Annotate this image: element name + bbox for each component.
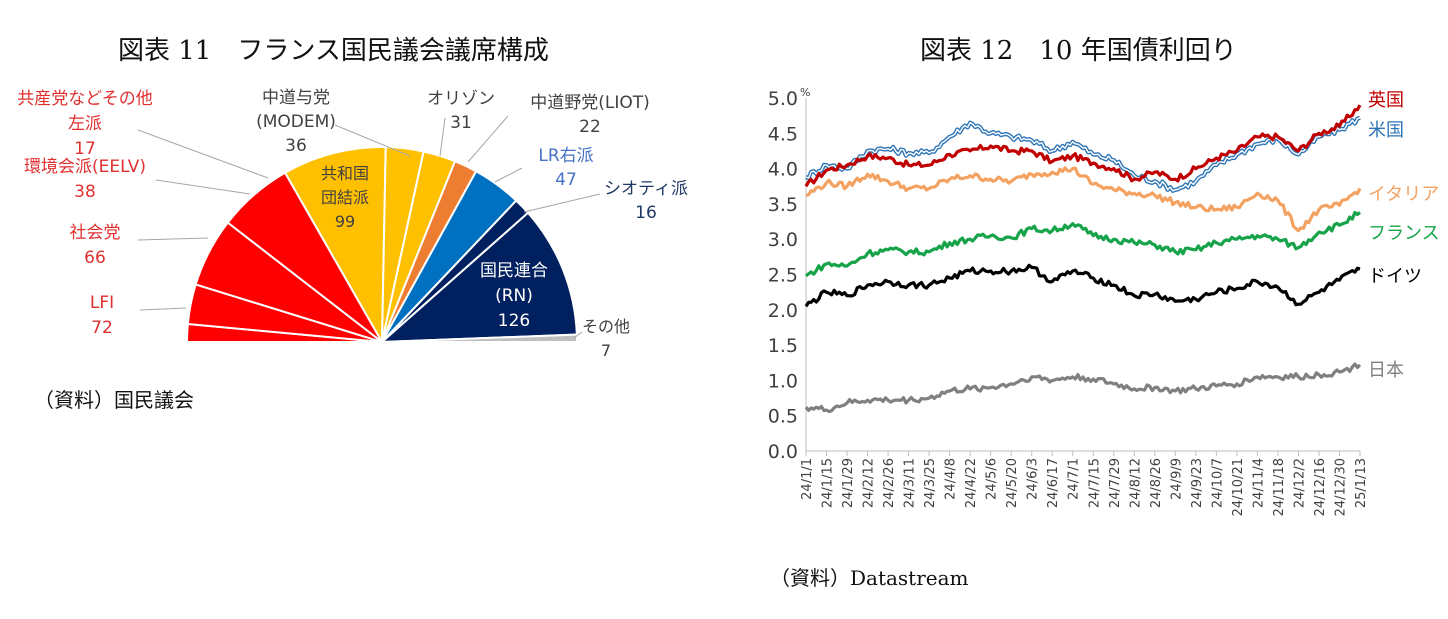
slice-label-pcf: 共産党などその他左派 17 bbox=[17, 89, 153, 159]
pie-slice bbox=[381, 333, 579, 343]
slice-label-modem: 中道与党(MODEM) 36 bbox=[256, 88, 336, 156]
leader-line bbox=[334, 124, 411, 157]
x-tick-label: 24/10/21 bbox=[1231, 458, 1246, 516]
y-tick-label: 1.5 bbox=[768, 335, 798, 357]
x-tick-label: 24/8/26 bbox=[1149, 458, 1164, 508]
x-tick-label: 24/6/17 bbox=[1046, 458, 1061, 508]
line-chart-title: 図表 12 10 年国債利回り bbox=[920, 36, 1237, 66]
x-tick-label: 24/1/1 bbox=[800, 458, 815, 500]
x-tick-label: 24/11/18 bbox=[1272, 458, 1287, 516]
slice-label-eelv: 環境会派(EELV) 38 bbox=[24, 157, 146, 202]
series-line bbox=[805, 166, 1362, 233]
slice-label-lr: LR右派 47 bbox=[538, 146, 593, 190]
slice-label-rn: 国民連合(RN) 126 bbox=[480, 261, 548, 331]
pie-chart-title: 図表 11 フランス国民議会議席構成 bbox=[118, 36, 549, 66]
x-tick-label: 24/5/6 bbox=[985, 458, 1000, 500]
x-tick-label: 24/7/29 bbox=[1108, 458, 1123, 508]
x-tick-label: 24/12/30 bbox=[1333, 458, 1348, 516]
leader-line bbox=[467, 115, 509, 163]
y-tick-label: 5.0 bbox=[768, 88, 798, 110]
y-tick-label: 0.5 bbox=[768, 406, 798, 428]
x-tick-label: 24/7/15 bbox=[1087, 458, 1102, 508]
y-tick-label: 3.0 bbox=[768, 229, 798, 251]
leader-line bbox=[137, 237, 209, 241]
slice-label-liot: 中道野党(LIOT) 22 bbox=[530, 93, 650, 137]
series-line-inner bbox=[805, 117, 1361, 192]
bond-yield-chart: 0.0 0.5 1.0 1.5 2.0 2.5 3.0 3.5 4.0 4.5 5.0 % 24/1/1… bbox=[768, 86, 1440, 516]
leader-line bbox=[494, 167, 523, 183]
x-tick-label: 24/2/12 bbox=[862, 458, 877, 508]
x-tick-label: 24/9/9 bbox=[1169, 458, 1184, 500]
line-chart-source: （資料）Datastream bbox=[770, 566, 969, 590]
series-line bbox=[804, 104, 1362, 188]
leader-line bbox=[139, 307, 187, 311]
y-unit-label: % bbox=[800, 86, 810, 99]
slice-label-ciotti: シオティ派 16 bbox=[604, 179, 688, 223]
x-tick-label: 24/10/7 bbox=[1210, 458, 1225, 508]
x-tick-label: 24/7/1 bbox=[1067, 458, 1082, 500]
y-tick-label: 4.5 bbox=[768, 123, 798, 145]
leader-line bbox=[573, 331, 583, 339]
series-label: 英国 bbox=[1368, 90, 1404, 111]
x-tick-label: 24/2/26 bbox=[882, 458, 897, 508]
x-tick-label: 24/5/20 bbox=[1005, 458, 1020, 508]
x-tick-label: 25/1/13 bbox=[1354, 458, 1369, 508]
x-tick-label: 24/3/25 bbox=[923, 458, 938, 508]
series-line bbox=[805, 115, 1361, 193]
series-line bbox=[804, 362, 1362, 414]
x-tick-label: 24/12/16 bbox=[1313, 458, 1328, 516]
x-tick-label: 24/4/8 bbox=[944, 458, 959, 500]
leader-line bbox=[439, 117, 446, 157]
x-tick-label: 24/8/12 bbox=[1128, 458, 1143, 508]
y-tick-label: 0.0 bbox=[768, 441, 798, 463]
x-tick-label: 24/9/23 bbox=[1190, 458, 1205, 508]
pie-slice bbox=[283, 146, 387, 346]
leader-line bbox=[523, 193, 601, 213]
leader-line bbox=[155, 179, 251, 195]
series-line bbox=[804, 210, 1362, 278]
x-tick-label: 24/3/11 bbox=[903, 458, 918, 508]
pie-slice bbox=[379, 211, 578, 344]
y-tick-label: 2.0 bbox=[768, 300, 798, 322]
slice-label-other: その他 7 bbox=[582, 317, 630, 360]
series-line bbox=[804, 263, 1361, 308]
slice-label-hor: オリゾン 31 bbox=[427, 89, 495, 133]
y-tick-label: 4.0 bbox=[768, 159, 798, 181]
y-tick-label: 3.5 bbox=[768, 194, 798, 216]
x-tick-label: 24/4/22 bbox=[964, 458, 979, 508]
series-label: フランス bbox=[1368, 223, 1440, 244]
x-tick-label: 24/11/4 bbox=[1251, 458, 1266, 508]
series-label: ドイツ bbox=[1368, 266, 1422, 287]
series-label: イタリア bbox=[1368, 184, 1439, 205]
slice-label-lfi: LFI 72 bbox=[90, 293, 114, 338]
slice-label-ps: 社会党 66 bbox=[70, 223, 121, 268]
slice-label-ens: 共和国団結派 99 bbox=[321, 164, 369, 231]
y-tick-label: 1.0 bbox=[768, 370, 798, 392]
series-label: 米国 bbox=[1368, 120, 1404, 141]
x-tick-label: 24/1/15 bbox=[821, 458, 836, 508]
pie-chart-source: （資料）国民議会 bbox=[34, 388, 194, 412]
series-label: 日本 bbox=[1368, 360, 1404, 381]
leader-line bbox=[137, 129, 269, 179]
x-tick-label: 24/6/3 bbox=[1026, 458, 1041, 500]
y-tick-label: 2.5 bbox=[768, 265, 798, 287]
x-tick-label: 24/1/29 bbox=[841, 458, 856, 508]
x-tick-label: 24/12/2 bbox=[1292, 458, 1307, 508]
